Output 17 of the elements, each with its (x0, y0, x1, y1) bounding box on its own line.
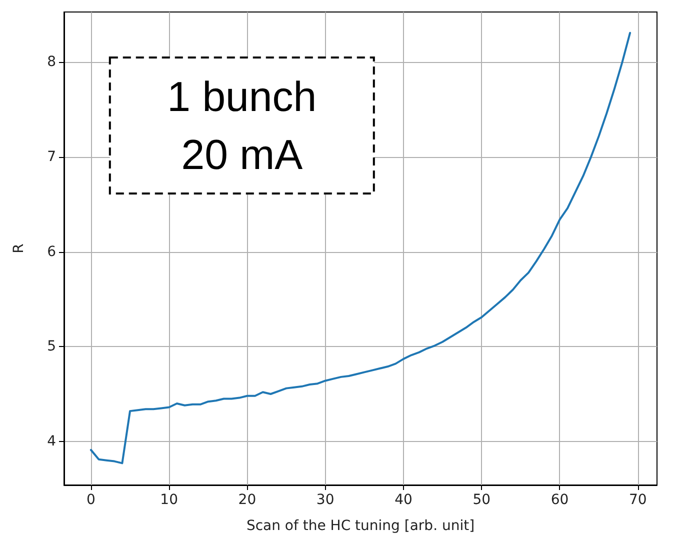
x-tick-label: 30 (316, 492, 334, 508)
y-tick-label: 5 (47, 338, 56, 355)
x-tick-label: 40 (394, 492, 412, 508)
x-tick-label: 60 (550, 492, 569, 508)
y-tick-label: 7 (47, 149, 56, 166)
y-tick-label: 4 (47, 433, 56, 450)
x-tick-label: 70 (628, 492, 647, 508)
x-tick-label: 50 (472, 492, 491, 508)
x-tick-label: 10 (160, 492, 178, 508)
annotation: 1 bunch 20 mA (167, 73, 317, 178)
y-axis-title: R (11, 243, 27, 254)
x-tick-label: 0 (86, 492, 96, 508)
y-tick-label: 8 (47, 54, 56, 70)
x-tick-label: 20 (238, 492, 256, 508)
x-axis-title: Scan of the HC tuning [arb. unit] (246, 518, 475, 534)
line-series (90, 32, 632, 464)
y-tick-label: 6 (47, 244, 56, 260)
